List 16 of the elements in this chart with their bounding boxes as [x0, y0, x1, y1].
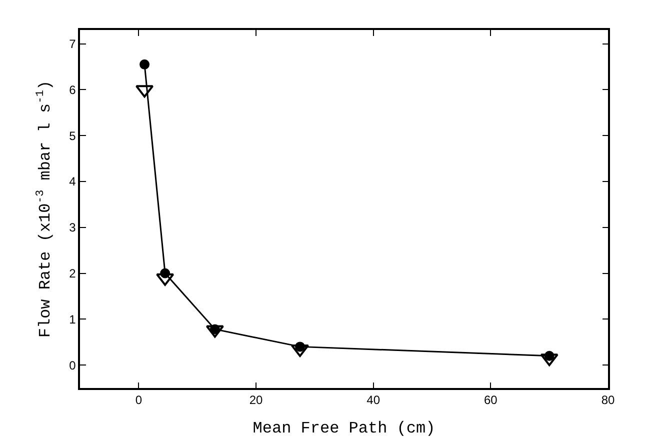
y-tick-label: 3 [69, 220, 76, 235]
x-tick-label: 80 [601, 393, 615, 408]
x-tick-label: 40 [366, 393, 380, 408]
x-tick-label: 60 [484, 393, 498, 408]
point [540, 354, 558, 366]
x-tick-label: 20 [249, 393, 263, 408]
y-tick-label: 1 [69, 312, 76, 326]
x-axis-title: Mean Free Path (cm) [252, 419, 436, 438]
y-tick-label: 2 [69, 266, 76, 280]
x-tick-label: 0 [135, 393, 142, 408]
y-tick-label: 5 [69, 128, 76, 143]
y-tick-label: 6 [69, 82, 76, 97]
y-tick-label: 4 [69, 174, 76, 189]
point [140, 59, 150, 70]
y-tick-label: 7 [69, 36, 76, 51]
y-tick-label: 0 [69, 358, 76, 372]
